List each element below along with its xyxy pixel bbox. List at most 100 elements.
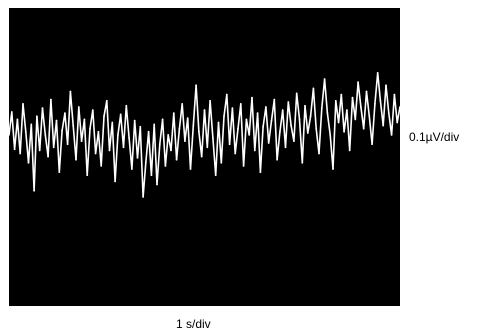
data-point [256,112,259,115]
data-point [276,158,278,161]
data-point [287,101,290,103]
data-point [293,140,295,143]
data-point [220,161,223,164]
data-point [329,134,332,136]
data-point [360,106,362,108]
data-point [273,98,276,101]
data-point [66,143,69,146]
data-point [119,113,122,116]
trace-plot [9,8,400,306]
data-point [334,99,337,102]
data-point [72,124,75,127]
data-point [175,158,178,161]
data-point [192,124,195,127]
data-point [158,143,161,146]
data-point [253,149,256,152]
data-point [83,118,86,121]
data-point [393,93,396,96]
data-point [44,134,47,136]
data-point [164,165,167,167]
data-point [279,130,281,133]
data-point [150,174,153,177]
data-point [30,123,33,126]
data-point [337,121,340,124]
data-point [239,103,242,105]
data-point [390,134,393,136]
data-point [251,96,253,99]
data-point [225,93,228,96]
data-point [318,152,320,155]
data-point [371,143,373,146]
data-point [64,112,66,115]
data-point [320,107,323,110]
data-point [80,140,83,143]
data-point [195,84,198,87]
data-point [9,134,10,136]
data-point [214,174,217,177]
data-point [326,112,329,115]
data-point [223,115,225,118]
data-point [399,106,400,108]
data-point [354,118,357,121]
data-point [111,121,114,124]
data-point [217,121,220,124]
data-point [387,112,390,115]
data-point [10,111,13,113]
data-point [170,149,172,152]
data-point [245,118,248,121]
data-point [36,115,38,118]
data-point [206,146,209,149]
data-point [346,109,348,111]
data-point [343,130,345,133]
data-point [41,107,44,110]
data-point [348,149,351,152]
data-point [189,168,192,170]
data-point [52,146,55,149]
data-point [86,174,89,177]
data-point [382,124,385,127]
data-point [228,143,231,146]
data-point [262,125,264,128]
data-point [131,168,133,170]
data-point [156,183,158,186]
data-point [290,124,292,127]
data-point [203,109,206,111]
data-point [114,180,116,183]
data-point [133,119,136,122]
data-point [58,171,61,174]
data-point [108,149,111,152]
data-point [340,93,343,96]
data-point [100,165,103,167]
data-point [117,134,119,136]
data-point [125,104,128,107]
data-point [186,117,189,120]
data-point [315,127,318,130]
data-point [301,161,304,164]
data-point [178,127,181,130]
data-point [24,130,27,133]
data-point [103,115,105,118]
data-point [139,125,142,128]
data-point [374,103,376,105]
data-point [61,129,63,132]
y-scale-label: 0.1µV/div [409,130,460,144]
data-point [332,168,334,170]
data-point [298,118,301,121]
data-point [142,196,145,198]
data-point [181,103,184,105]
data-point [77,106,80,108]
data-point [368,115,371,118]
data-point [69,90,72,93]
data-point [47,155,49,158]
data-point [281,109,284,111]
data-point [248,134,251,136]
plot-background [9,8,400,306]
data-point [172,112,175,115]
data-point [55,119,58,122]
data-point [16,118,19,121]
data-point [136,156,139,159]
data-point [128,137,130,139]
data-point [237,127,239,130]
scope-screen [9,8,400,306]
data-point [75,158,77,161]
